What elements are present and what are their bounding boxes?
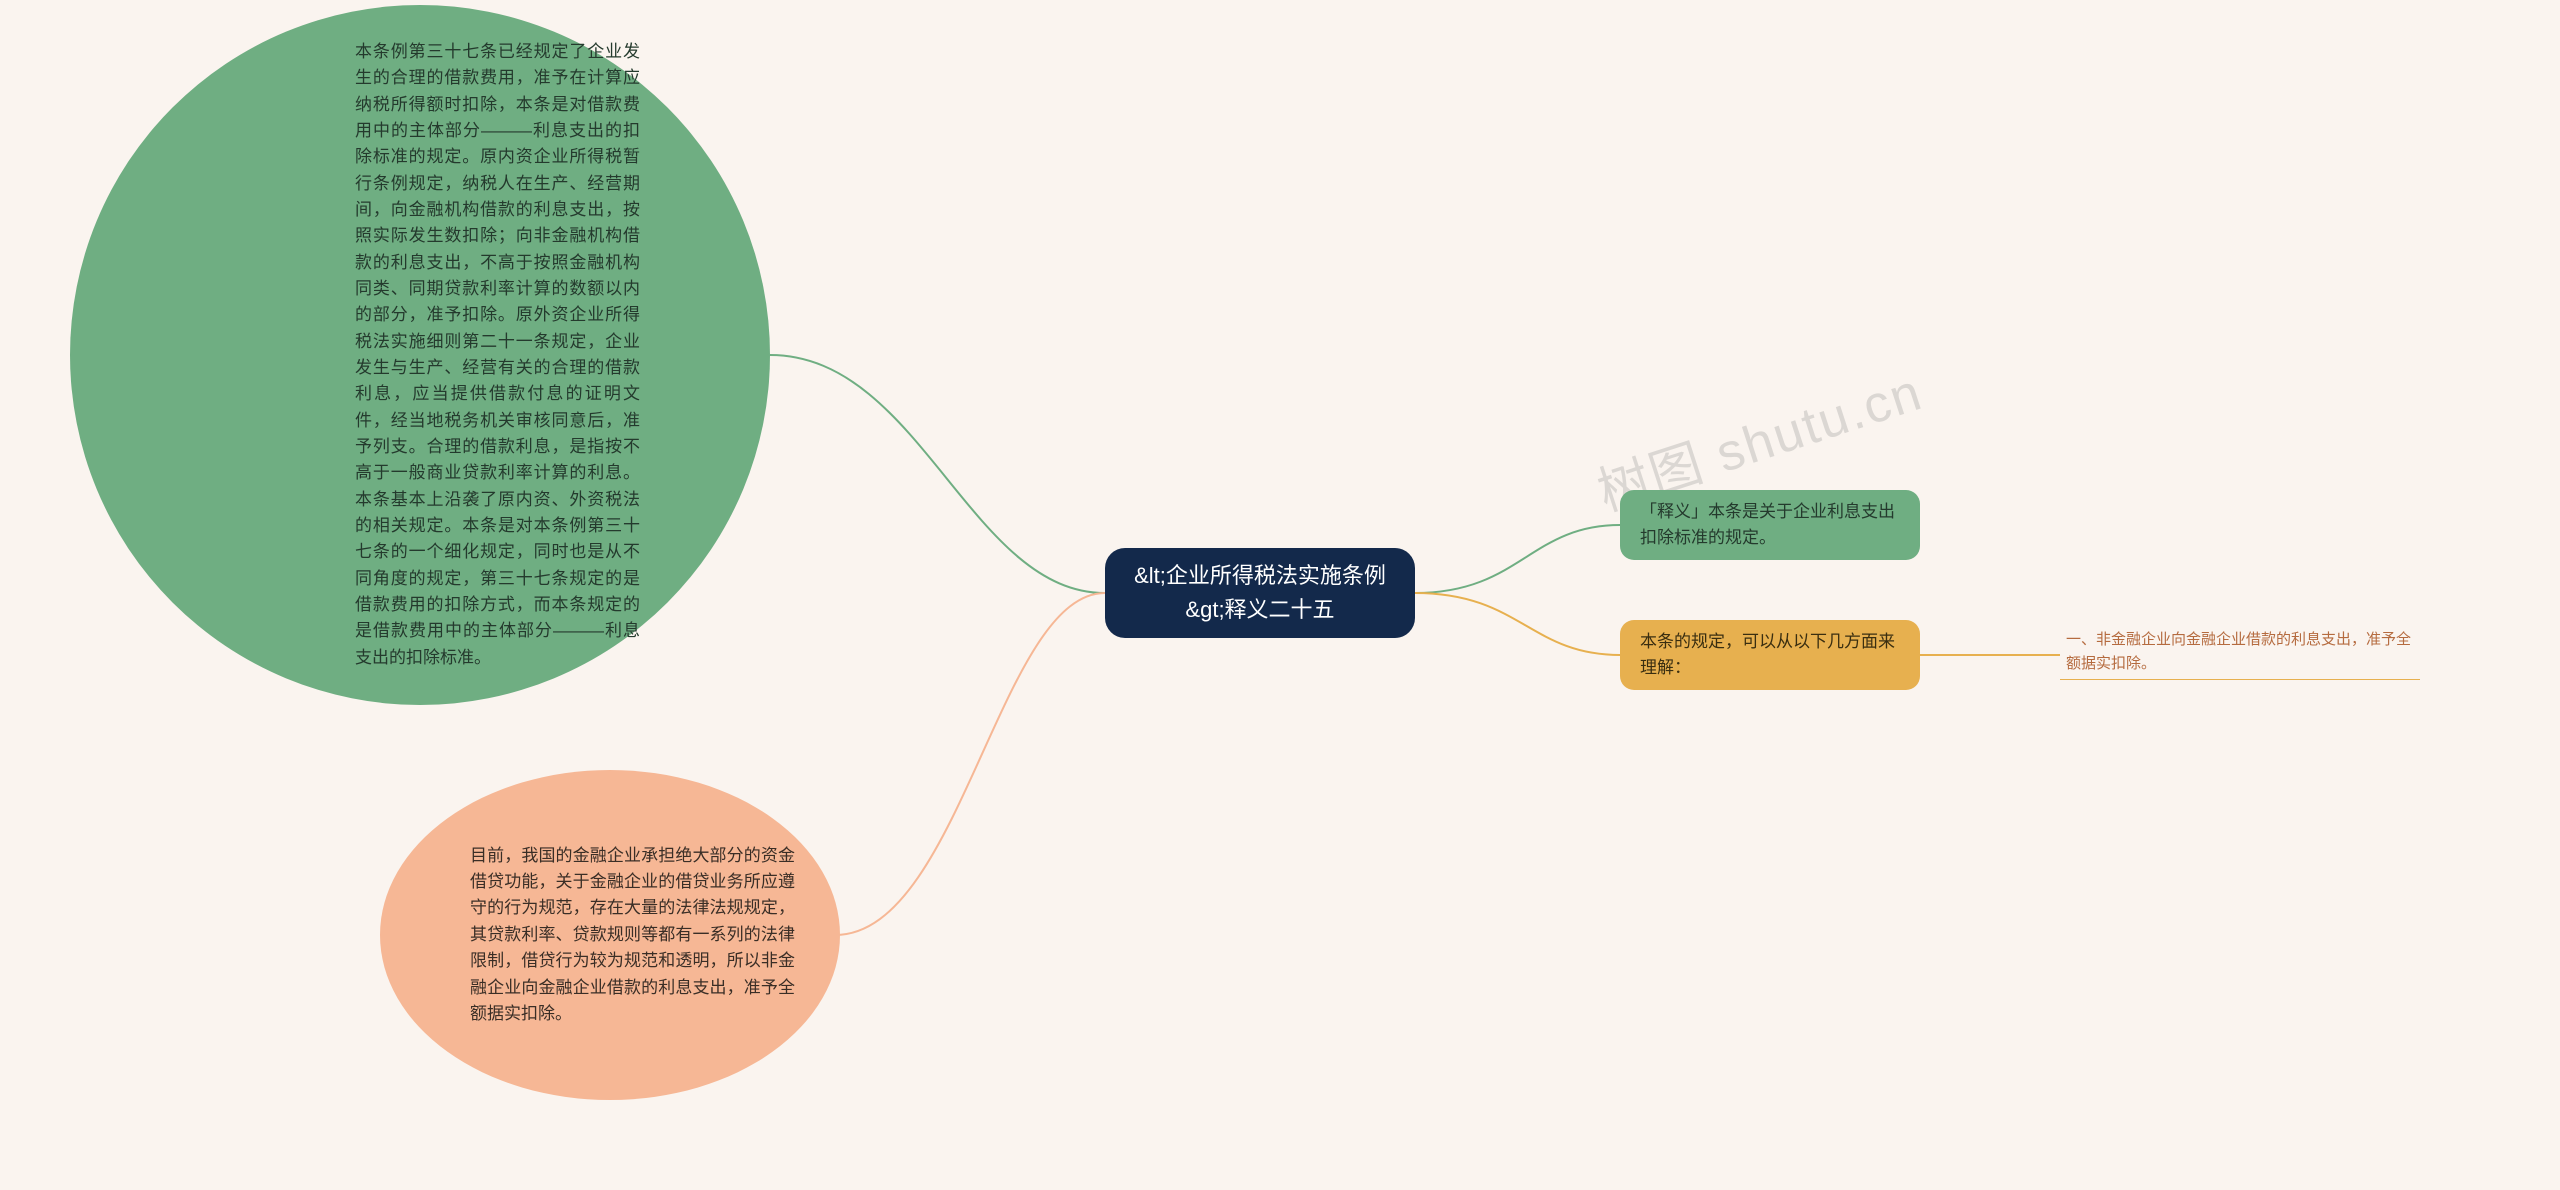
connector: [1415, 593, 1620, 655]
node-leaf-item-1[interactable]: 一、非金融企业向金融企业借款的利息支出，准予全额据实扣除。: [2060, 630, 2420, 680]
mindmap-canvas: 树图 shutu.cn 树图 shutu.cn 本条例第三十七条已经规定了企业发…: [0, 0, 2560, 1190]
node-text: 本条例第三十七条已经规定了企业发生的合理的借款费用，准予在计算应纳税所得额时扣除…: [355, 39, 640, 671]
node-right-definition[interactable]: 「释义」本条是关于企业利息支出扣除标准的规定。: [1620, 490, 1920, 560]
node-text: 本条的规定，可以从以下几方面来理解：: [1640, 629, 1900, 682]
connector: [770, 355, 1105, 593]
node-left-detail-1[interactable]: 本条例第三十七条已经规定了企业发生的合理的借款费用，准予在计算应纳税所得额时扣除…: [70, 5, 770, 705]
root-node[interactable]: &lt;企业所得税法实施条例&gt;释义二十五: [1105, 548, 1415, 638]
root-label: &lt;企业所得税法实施条例&gt;释义二十五: [1129, 559, 1391, 627]
node-right-aspects[interactable]: 本条的规定，可以从以下几方面来理解：: [1620, 620, 1920, 690]
node-text: 目前，我国的金融企业承担绝大部分的资金借贷功能，关于金融企业的借贷业务所应遵守的…: [470, 843, 795, 1027]
connector: [835, 593, 1105, 935]
node-text: 「释义」本条是关于企业利息支出扣除标准的规定。: [1640, 499, 1900, 552]
node-left-detail-2[interactable]: 目前，我国的金融企业承担绝大部分的资金借贷功能，关于金融企业的借贷业务所应遵守的…: [380, 770, 840, 1100]
connector: [1415, 525, 1620, 593]
node-text: 一、非金融企业向金融企业借款的利息支出，准予全额据实扣除。: [2066, 628, 2414, 675]
